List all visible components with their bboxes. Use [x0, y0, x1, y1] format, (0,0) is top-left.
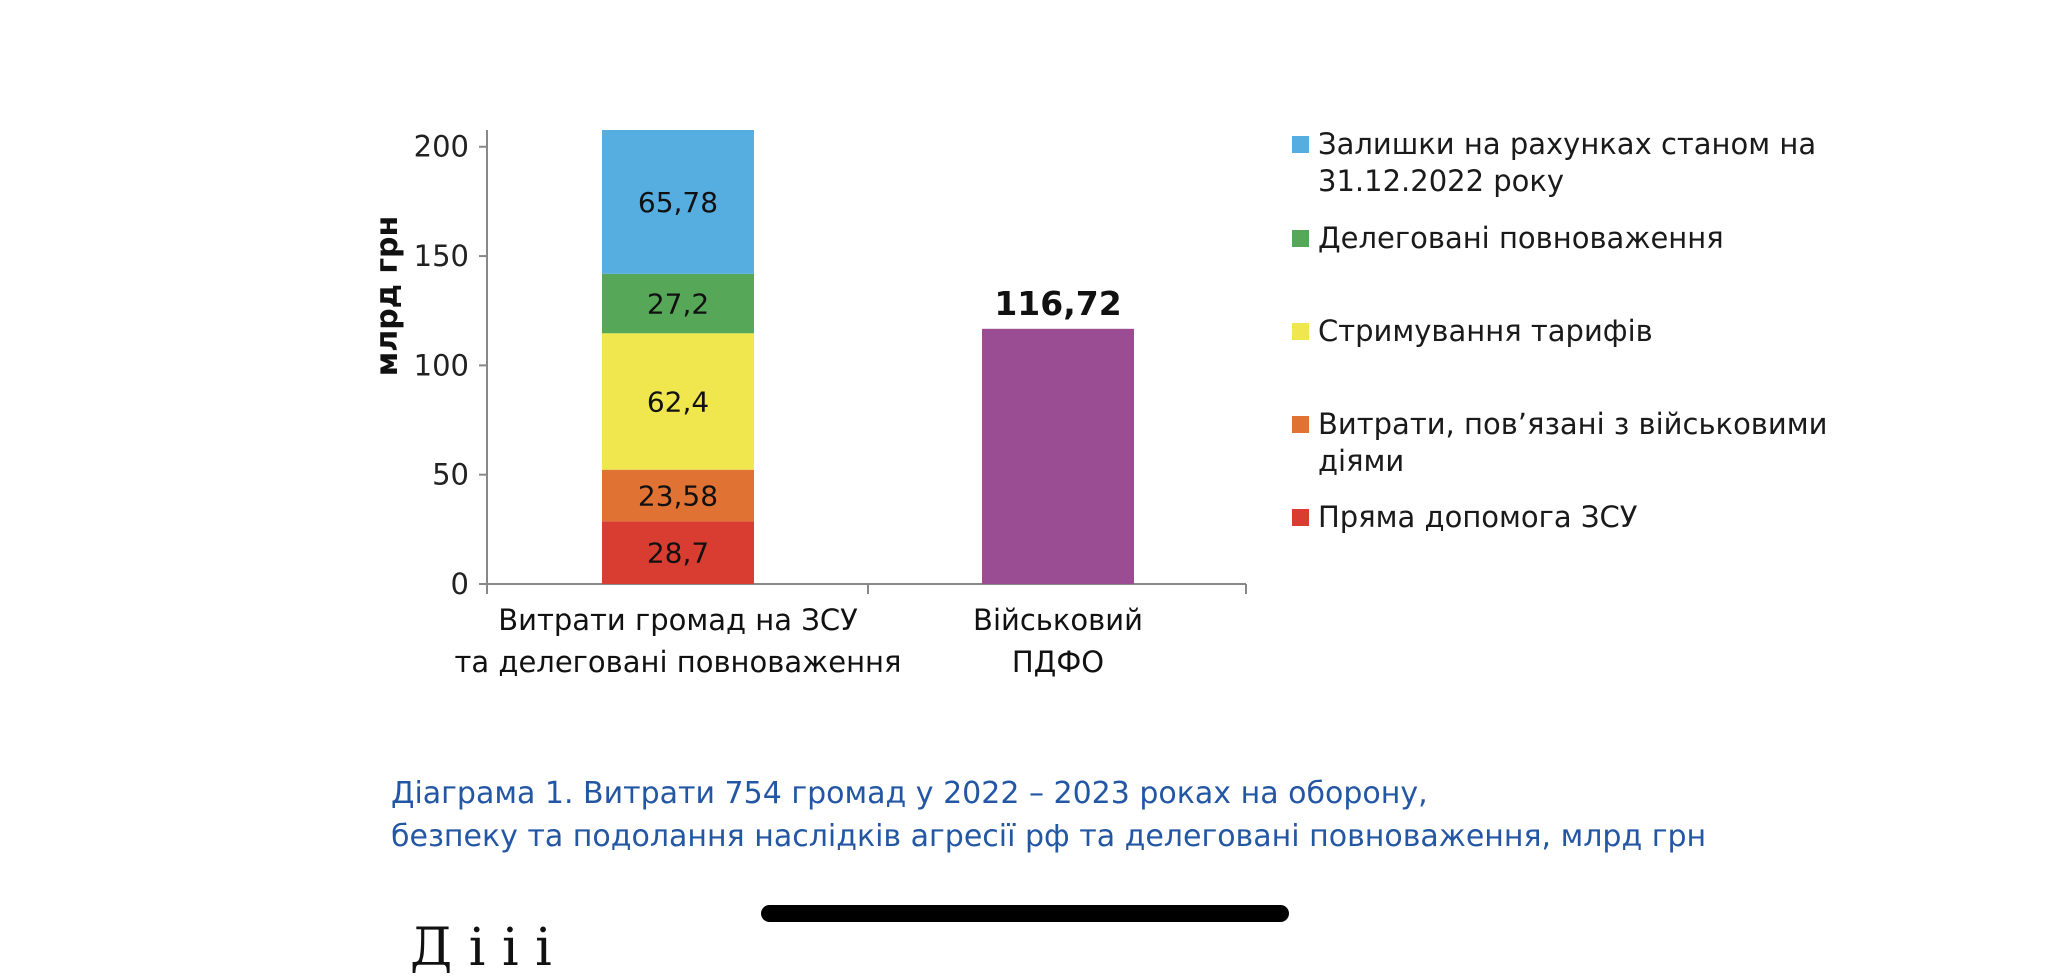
legend-item: Пряма допомога ЗСУ — [1292, 499, 1878, 536]
bar-segment-0-4 — [602, 130, 754, 274]
y-tick-label-150: 150 — [414, 239, 469, 273]
home-indicator-bar[interactable] — [761, 905, 1289, 922]
data-label-0-0: 28,7 — [647, 537, 709, 570]
category-label-1-line-1: ПДФО — [1012, 645, 1104, 679]
y-tick-label-100: 100 — [414, 348, 469, 382]
data-label-0-1: 23,58 — [638, 479, 718, 512]
bar-segment-0-1 — [602, 469, 754, 522]
category-label-0-line-1: та делеговані повноваження — [455, 645, 902, 679]
legend-swatch — [1292, 509, 1309, 526]
category-label-0-line-0: Витрати громад на ЗСУ — [498, 603, 858, 637]
chart-bars — [602, 130, 1134, 584]
legend-item: Стримування тарифів — [1292, 313, 1878, 350]
stacked-bar-chart: 0 50 100 150 200 28,7 23,58 62,4 27,2 65,78 116,7… — [370, 130, 1247, 679]
legend-label: Залишки на рахунках станом на 31.12.2022… — [1318, 127, 1817, 198]
chart-category-labels: Витрати громад на ЗСУ та делеговані повно… — [455, 603, 1143, 679]
bar-segment-0-3 — [602, 273, 754, 334]
legend-swatch — [1292, 230, 1309, 247]
legend-item: Делеговані повноваження — [1292, 220, 1878, 257]
figure-caption: Діаграма 1. Витрати 754 громад у 2022 – … — [391, 772, 1706, 858]
category-label-1-line-0: Військовий — [973, 603, 1143, 637]
data-label-0-4: 65,78 — [638, 186, 718, 219]
bar-segment-0-2 — [602, 333, 754, 470]
legend-item: Витрати, пов’язані з військовими діями — [1292, 406, 1878, 480]
legend-swatch — [1292, 136, 1309, 153]
y-tick-label-0: 0 — [451, 567, 469, 601]
legend-swatch — [1292, 323, 1309, 340]
data-label-total-1: 116,72 — [994, 284, 1121, 323]
bar-segment-0-0 — [602, 521, 754, 584]
y-tick-label-200: 200 — [414, 130, 469, 164]
y-axis-label: млрд грн — [370, 216, 405, 377]
data-label-0-3: 27,2 — [647, 288, 709, 321]
chart-data-labels: 28,7 23,58 62,4 27,2 65,78 116,72 — [638, 186, 1122, 570]
legend-label: Витрати, пов’язані з військовими діями — [1318, 407, 1828, 478]
legend-label: Пряма допомога ЗСУ — [1318, 500, 1638, 534]
caption-line-1: Діаграма 1. Витрати 754 громад у 2022 – … — [391, 776, 1428, 811]
legend-swatch — [1292, 416, 1309, 433]
legend-label: Стримування тарифів — [1318, 314, 1653, 348]
legend-label: Делеговані повноваження — [1318, 221, 1724, 255]
y-tick-label-50: 50 — [432, 458, 469, 492]
caption-line-2: безпеку та подолання наслідків агресії р… — [391, 819, 1707, 854]
cut-off-body-text: Д і і і — [410, 918, 552, 978]
data-label-0-2: 62,4 — [647, 385, 709, 418]
legend-item: Залишки на рахунках станом на 31.12.2022… — [1292, 126, 1878, 200]
bar-segment-1-5 — [982, 328, 1134, 584]
